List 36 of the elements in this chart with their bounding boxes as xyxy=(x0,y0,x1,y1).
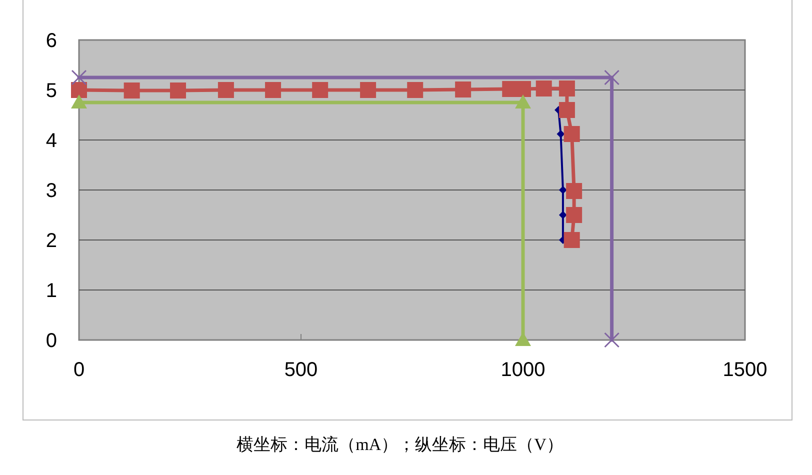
ytick: 4 xyxy=(46,130,57,152)
point xyxy=(564,126,580,142)
point xyxy=(558,211,567,219)
point xyxy=(515,94,531,108)
ytick: 5 xyxy=(46,80,57,102)
xtick: 500 xyxy=(284,359,318,381)
ytick: 2 xyxy=(46,230,57,252)
point xyxy=(71,70,87,86)
point xyxy=(558,102,575,118)
point xyxy=(604,70,620,86)
point xyxy=(558,186,567,194)
caption: 横坐标：电流（mA）；纵坐标：电压（V） xyxy=(236,435,564,454)
point xyxy=(564,232,580,248)
point xyxy=(360,82,376,98)
xtick: 0 xyxy=(73,359,85,381)
point xyxy=(536,80,552,96)
point xyxy=(558,80,575,96)
point xyxy=(556,130,565,138)
point xyxy=(566,183,582,199)
point xyxy=(71,82,87,98)
ytick: 6 xyxy=(46,30,57,52)
xtick: 1000 xyxy=(500,359,546,381)
ytick: 1 xyxy=(46,280,57,302)
ytick: 0 xyxy=(46,330,57,352)
point xyxy=(604,332,620,348)
point xyxy=(170,82,186,98)
xtick: 1500 xyxy=(722,359,768,381)
point xyxy=(455,82,472,98)
point xyxy=(265,82,282,98)
point xyxy=(71,94,87,108)
point xyxy=(124,82,140,98)
point xyxy=(218,82,234,98)
point xyxy=(312,82,328,98)
ytick: 3 xyxy=(46,180,57,202)
point xyxy=(407,82,424,98)
point xyxy=(566,207,582,223)
